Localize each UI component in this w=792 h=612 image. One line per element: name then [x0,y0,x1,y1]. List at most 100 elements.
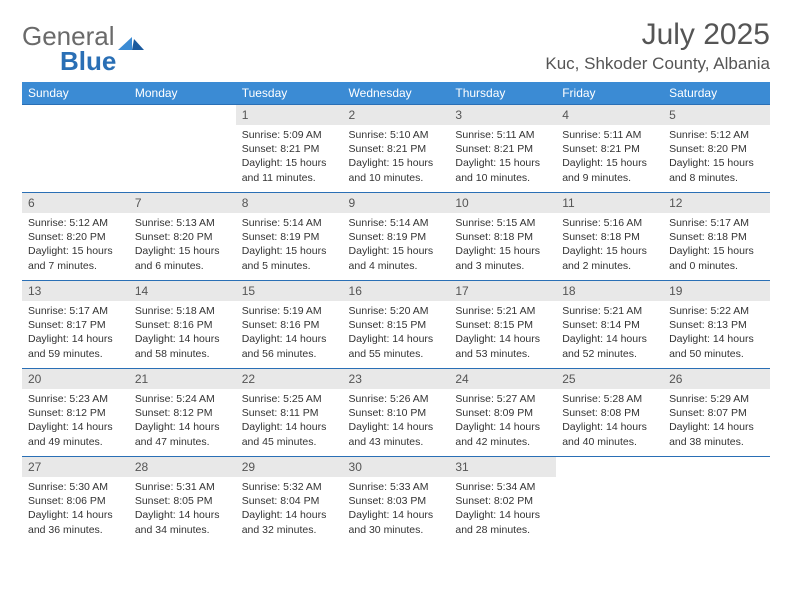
calendar-day-cell: 14Sunrise: 5:18 AMSunset: 8:16 PMDayligh… [129,281,236,369]
day-number: 4 [556,105,663,125]
day-number: 8 [236,193,343,213]
day-details: Sunrise: 5:18 AMSunset: 8:16 PMDaylight:… [129,301,236,365]
calendar-day-cell: 11Sunrise: 5:16 AMSunset: 8:18 PMDayligh… [556,193,663,281]
calendar-row: 6Sunrise: 5:12 AMSunset: 8:20 PMDaylight… [22,193,770,281]
calendar-day-cell: 25Sunrise: 5:28 AMSunset: 8:08 PMDayligh… [556,369,663,457]
day-details: Sunrise: 5:15 AMSunset: 8:18 PMDaylight:… [449,213,556,277]
day-number: 27 [22,457,129,477]
day-number: 11 [556,193,663,213]
calendar-day-cell: 24Sunrise: 5:27 AMSunset: 8:09 PMDayligh… [449,369,556,457]
calendar-row: 13Sunrise: 5:17 AMSunset: 8:17 PMDayligh… [22,281,770,369]
weekday-header: Thursday [449,82,556,105]
calendar-day-cell: 30Sunrise: 5:33 AMSunset: 8:03 PMDayligh… [343,457,450,545]
day-number: 20 [22,369,129,389]
calendar-day-cell: 15Sunrise: 5:19 AMSunset: 8:16 PMDayligh… [236,281,343,369]
day-number: 18 [556,281,663,301]
day-details: Sunrise: 5:33 AMSunset: 8:03 PMDaylight:… [343,477,450,541]
title-block: July 2025 Kuc, Shkoder County, Albania [545,18,770,74]
day-details: Sunrise: 5:24 AMSunset: 8:12 PMDaylight:… [129,389,236,453]
calendar-empty-cell [556,457,663,545]
calendar-day-cell: 21Sunrise: 5:24 AMSunset: 8:12 PMDayligh… [129,369,236,457]
day-number: 9 [343,193,450,213]
calendar-row: 20Sunrise: 5:23 AMSunset: 8:12 PMDayligh… [22,369,770,457]
day-number: 24 [449,369,556,389]
day-number: 26 [663,369,770,389]
day-number: 10 [449,193,556,213]
day-number: 6 [22,193,129,213]
day-details: Sunrise: 5:09 AMSunset: 8:21 PMDaylight:… [236,125,343,189]
day-details: Sunrise: 5:11 AMSunset: 8:21 PMDaylight:… [556,125,663,189]
calendar-day-cell: 5Sunrise: 5:12 AMSunset: 8:20 PMDaylight… [663,105,770,193]
day-details: Sunrise: 5:11 AMSunset: 8:21 PMDaylight:… [449,125,556,189]
day-number: 25 [556,369,663,389]
day-number: 2 [343,105,450,125]
calendar-row: 27Sunrise: 5:30 AMSunset: 8:06 PMDayligh… [22,457,770,545]
day-details: Sunrise: 5:32 AMSunset: 8:04 PMDaylight:… [236,477,343,541]
weekday-header: Friday [556,82,663,105]
day-number: 19 [663,281,770,301]
day-details: Sunrise: 5:23 AMSunset: 8:12 PMDaylight:… [22,389,129,453]
calendar-day-cell: 6Sunrise: 5:12 AMSunset: 8:20 PMDaylight… [22,193,129,281]
day-details: Sunrise: 5:17 AMSunset: 8:17 PMDaylight:… [22,301,129,365]
day-details: Sunrise: 5:21 AMSunset: 8:14 PMDaylight:… [556,301,663,365]
day-number: 1 [236,105,343,125]
day-number: 22 [236,369,343,389]
calendar-day-cell: 27Sunrise: 5:30 AMSunset: 8:06 PMDayligh… [22,457,129,545]
calendar-day-cell: 3Sunrise: 5:11 AMSunset: 8:21 PMDaylight… [449,105,556,193]
weekday-header: Tuesday [236,82,343,105]
calendar-day-cell: 12Sunrise: 5:17 AMSunset: 8:18 PMDayligh… [663,193,770,281]
day-details: Sunrise: 5:27 AMSunset: 8:09 PMDaylight:… [449,389,556,453]
day-details: Sunrise: 5:21 AMSunset: 8:15 PMDaylight:… [449,301,556,365]
day-number: 7 [129,193,236,213]
day-number: 17 [449,281,556,301]
day-number: 15 [236,281,343,301]
calendar-day-cell: 29Sunrise: 5:32 AMSunset: 8:04 PMDayligh… [236,457,343,545]
calendar-day-cell: 10Sunrise: 5:15 AMSunset: 8:18 PMDayligh… [449,193,556,281]
calendar-table: SundayMondayTuesdayWednesdayThursdayFrid… [22,82,770,545]
day-details: Sunrise: 5:10 AMSunset: 8:21 PMDaylight:… [343,125,450,189]
location-text: Kuc, Shkoder County, Albania [545,54,770,74]
weekday-header: Wednesday [343,82,450,105]
calendar-empty-cell [663,457,770,545]
calendar-day-cell: 4Sunrise: 5:11 AMSunset: 8:21 PMDaylight… [556,105,663,193]
weekday-header: Saturday [663,82,770,105]
day-details: Sunrise: 5:12 AMSunset: 8:20 PMDaylight:… [22,213,129,277]
day-details: Sunrise: 5:26 AMSunset: 8:10 PMDaylight:… [343,389,450,453]
day-details: Sunrise: 5:31 AMSunset: 8:05 PMDaylight:… [129,477,236,541]
calendar-day-cell: 1Sunrise: 5:09 AMSunset: 8:21 PMDaylight… [236,105,343,193]
calendar-day-cell: 7Sunrise: 5:13 AMSunset: 8:20 PMDaylight… [129,193,236,281]
day-number: 12 [663,193,770,213]
calendar-day-cell: 28Sunrise: 5:31 AMSunset: 8:05 PMDayligh… [129,457,236,545]
day-details: Sunrise: 5:34 AMSunset: 8:02 PMDaylight:… [449,477,556,541]
day-number: 23 [343,369,450,389]
calendar-day-cell: 26Sunrise: 5:29 AMSunset: 8:07 PMDayligh… [663,369,770,457]
day-number: 5 [663,105,770,125]
calendar-day-cell: 22Sunrise: 5:25 AMSunset: 8:11 PMDayligh… [236,369,343,457]
day-details: Sunrise: 5:14 AMSunset: 8:19 PMDaylight:… [236,213,343,277]
calendar-day-cell: 9Sunrise: 5:14 AMSunset: 8:19 PMDaylight… [343,193,450,281]
calendar-day-cell: 8Sunrise: 5:14 AMSunset: 8:19 PMDaylight… [236,193,343,281]
day-number: 13 [22,281,129,301]
calendar-day-cell: 13Sunrise: 5:17 AMSunset: 8:17 PMDayligh… [22,281,129,369]
calendar-day-cell: 16Sunrise: 5:20 AMSunset: 8:15 PMDayligh… [343,281,450,369]
day-details: Sunrise: 5:17 AMSunset: 8:18 PMDaylight:… [663,213,770,277]
day-details: Sunrise: 5:25 AMSunset: 8:11 PMDaylight:… [236,389,343,453]
day-details: Sunrise: 5:16 AMSunset: 8:18 PMDaylight:… [556,213,663,277]
calendar-day-cell: 2Sunrise: 5:10 AMSunset: 8:21 PMDaylight… [343,105,450,193]
day-details: Sunrise: 5:28 AMSunset: 8:08 PMDaylight:… [556,389,663,453]
weekday-header: Monday [129,82,236,105]
calendar-day-cell: 31Sunrise: 5:34 AMSunset: 8:02 PMDayligh… [449,457,556,545]
day-details: Sunrise: 5:20 AMSunset: 8:15 PMDaylight:… [343,301,450,365]
logo: GeneralBlue [22,24,144,73]
day-details: Sunrise: 5:12 AMSunset: 8:20 PMDaylight:… [663,125,770,189]
day-details: Sunrise: 5:22 AMSunset: 8:13 PMDaylight:… [663,301,770,365]
page-title: July 2025 [545,18,770,52]
day-number: 28 [129,457,236,477]
day-number: 14 [129,281,236,301]
calendar-day-cell: 23Sunrise: 5:26 AMSunset: 8:10 PMDayligh… [343,369,450,457]
logo-text-blue: Blue [60,46,116,76]
day-details: Sunrise: 5:13 AMSunset: 8:20 PMDaylight:… [129,213,236,277]
day-details: Sunrise: 5:30 AMSunset: 8:06 PMDaylight:… [22,477,129,541]
day-number: 29 [236,457,343,477]
calendar-empty-cell [129,105,236,193]
